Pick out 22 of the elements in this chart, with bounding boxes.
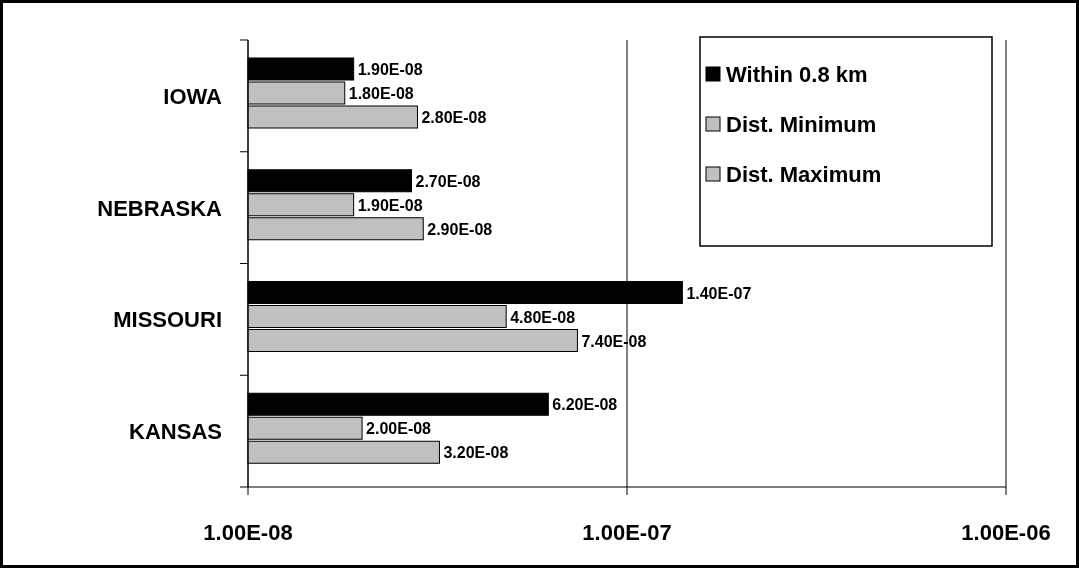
data-label: 2.90E-08 xyxy=(427,220,493,238)
legend-label: Dist. Minimum xyxy=(726,112,877,137)
legend-label: Within 0.8 km xyxy=(726,62,868,87)
x-tick-label: 1.00E-07 xyxy=(582,520,672,545)
data-label: 1.80E-08 xyxy=(348,85,414,102)
x-tick-label: 1.00E-08 xyxy=(203,520,293,545)
data-label: 2.00E-08 xyxy=(366,420,432,438)
data-label: 1.90E-08 xyxy=(357,196,423,214)
legend-label: Dist. Maximum xyxy=(726,162,882,187)
data-label: 3.20E-08 xyxy=(443,444,509,462)
data-label: 4.80E-08 xyxy=(510,308,576,326)
y-tick-label: MISSOURI xyxy=(113,307,222,333)
y-tick-label: IOWA xyxy=(163,83,223,109)
y-tick-label: NEBRASKA xyxy=(97,195,223,221)
data-label: 2.70E-08 xyxy=(415,172,481,190)
x-tick-label: 1.00E-06 xyxy=(961,520,1051,545)
data-label: 7.40E-08 xyxy=(581,332,647,350)
data-label: 2.80E-08 xyxy=(421,109,487,126)
data-label: 1.40E-07 xyxy=(686,284,752,302)
data-label: 1.90E-08 xyxy=(357,61,423,78)
y-tick-label: KANSAS xyxy=(129,419,222,445)
data-label: 6.20E-08 xyxy=(552,396,618,414)
